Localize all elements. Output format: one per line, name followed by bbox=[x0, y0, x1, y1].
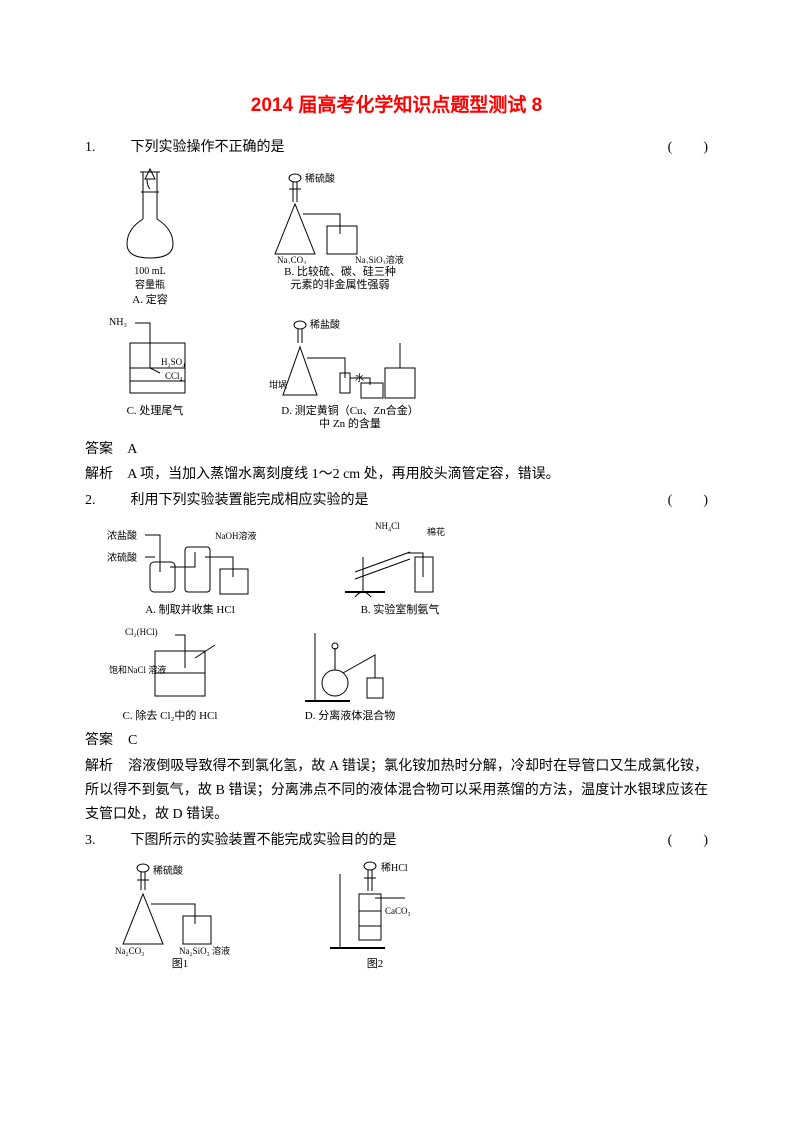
q2d-cap: D. 分离液体混合物 bbox=[295, 710, 405, 723]
q2-fig-d: D. 分离液体混合物 bbox=[295, 623, 405, 723]
q1b-rlabel: Na₂SiO₃溶液 bbox=[355, 254, 404, 264]
q1-figures: 100 mL 容量瓶 A. 定容 稀硫酸 Na₂CO₃ Na₂SiO₃溶液 bbox=[105, 164, 708, 432]
q3a-flask: Na₂CO₃ bbox=[115, 946, 144, 956]
q1b-cap: B. 比较硫、碳、硅三种 元素的非金属性强弱 bbox=[255, 266, 425, 292]
q2c-gas: Cl₂(HCl) bbox=[125, 627, 158, 637]
q1-stem: 下列实验操作不正确的是 bbox=[131, 140, 285, 155]
q1-ans: A bbox=[127, 442, 137, 457]
q1-fig-c: NH₃ H₂SO₄ CCl₄ C. 处理尾气 bbox=[105, 313, 205, 431]
tail-gas-icon: NH₃ H₂SO₄ CCl₄ bbox=[105, 313, 205, 403]
fig2-icon: 稀HCl CaCO₃ bbox=[315, 856, 435, 956]
q1c-cap: C. 处理尾气 bbox=[105, 405, 205, 418]
q1-row1: 100 mL 容量瓶 A. 定容 稀硫酸 Na₂CO₃ Na₂SiO₃溶液 bbox=[105, 164, 708, 307]
q1d-drop: 稀盐酸 bbox=[310, 318, 340, 331]
q3b-drop: 稀HCl bbox=[381, 861, 408, 874]
q2-text: 2. 利用下列实验装置能完成相应实验的是 bbox=[85, 489, 369, 513]
q3a-cap: 图1 bbox=[105, 958, 255, 971]
q2a-top: 浓盐酸 bbox=[107, 529, 137, 542]
q1a-label2: 容量瓶 bbox=[105, 280, 195, 292]
q1d-cruc: 坩埚 bbox=[269, 379, 287, 390]
q2-num: 2. bbox=[85, 493, 96, 508]
q2-row1: 浓盐酸 浓硫酸 NaOH溶液 A. 制取并收集 HCl NH₄Cl 棉花 bbox=[105, 517, 708, 617]
q3-text: 3. 下图所示的实验装置不能完成实验目的的是 bbox=[85, 829, 397, 853]
q2-ans-label: 答案 bbox=[85, 729, 121, 753]
q2c-cap: C. 除去 Cl₂中的 HCl bbox=[105, 710, 235, 723]
q3-stem: 下图所示的实验装置不能完成实验目的的是 bbox=[131, 833, 397, 848]
q2-exp: 溶液倒吸导致得不到氯化氢，故 A 错误；氯化铵加热时分解，冷却时在导管口又生成氯… bbox=[85, 759, 708, 822]
q1d-cap: D. 测定黄铜（Cu、Zn合金） 中 Zn 的含量 bbox=[265, 405, 435, 431]
q1-explain: 解析 A 项，当加入蒸馏水离刻度线 1～2 cm 处，再用胶头滴管定容，错误。 bbox=[85, 463, 708, 487]
q2-exp-label: 解析 bbox=[85, 755, 121, 779]
q2b-nh4cl: NH₄Cl bbox=[375, 521, 400, 531]
q1-fig-a: 100 mL 容量瓶 A. 定容 bbox=[105, 164, 195, 307]
q1c-ccl4: CCl₄ bbox=[165, 371, 183, 381]
q2b-cotton: 棉花 bbox=[427, 526, 445, 537]
q2-stem: 利用下列实验装置能完成相应实验的是 bbox=[131, 493, 369, 508]
q1d-wash: 水 bbox=[355, 372, 364, 383]
q3b-cap: 图2 bbox=[315, 958, 435, 971]
apparatus-b-icon: 稀硫酸 Na₂CO₃ Na₂SiO₃溶液 bbox=[255, 164, 425, 264]
cl2-icon: Cl₂(HCl) 饱和NaCl 溶液 bbox=[105, 623, 235, 708]
q2a-right: NaOH溶液 bbox=[215, 530, 257, 541]
q2-row2: Cl₂(HCl) 饱和NaCl 溶液 C. 除去 Cl₂中的 HCl bbox=[105, 623, 708, 723]
q1-num: 1. bbox=[85, 140, 96, 155]
q1-fig-d: 稀盐酸 坩埚 水 D. 测定黄铜（Cu、Zn合金） 中 Zn 的含量 bbox=[265, 313, 435, 431]
q1-exp-label: 解析 bbox=[85, 463, 121, 487]
q1-exp: A 项，当加入蒸馏水离刻度线 1～2 cm 处，再用胶头滴管定容，错误。 bbox=[127, 467, 559, 482]
q3-row1: 稀硫酸 Na₂CO₃ Na₂SiO₃ 溶液 图1 稀HCl bbox=[105, 856, 708, 971]
q2a-cap: A. 制取并收集 HCl bbox=[105, 604, 275, 617]
q2-answer: 答案 C bbox=[85, 729, 708, 753]
q2-fig-b: NH₄Cl 棉花 B. 实验室制氨气 bbox=[335, 517, 465, 617]
q1-ans-label: 答案 bbox=[85, 438, 121, 462]
nh3-icon: NH₄Cl 棉花 bbox=[335, 517, 465, 602]
q2c-sol: 饱和NaCl 溶液 bbox=[109, 664, 166, 675]
q2a-bot: 浓硫酸 bbox=[107, 551, 137, 564]
q1-stem-line: 1. 下列实验操作不正确的是 bbox=[85, 136, 708, 160]
q3-num: 3. bbox=[85, 833, 96, 848]
q3-fig-a: 稀硫酸 Na₂CO₃ Na₂SiO₃ 溶液 图1 bbox=[105, 856, 255, 971]
q1-blank bbox=[668, 136, 708, 160]
q3-figures: 稀硫酸 Na₂CO₃ Na₂SiO₃ 溶液 图1 稀HCl bbox=[105, 856, 708, 971]
distill-icon bbox=[295, 623, 405, 708]
q2-blank bbox=[668, 489, 708, 513]
q2-fig-a: 浓盐酸 浓硫酸 NaOH溶液 A. 制取并收集 HCl bbox=[105, 517, 275, 617]
q1-fig-b: 稀硫酸 Na₂CO₃ Na₂SiO₃溶液 B. 比较硫、碳、硅三种 元素的非金属… bbox=[255, 164, 425, 307]
brass-icon: 稀盐酸 坩埚 水 bbox=[265, 313, 435, 403]
q3-blank bbox=[668, 829, 708, 853]
page: 2014 届高考化学知识点题型测试 8 1. 下列实验操作不正确的是 bbox=[0, 0, 793, 1018]
q1-text: 1. 下列实验操作不正确的是 bbox=[85, 136, 285, 160]
q1b-drop: 稀硫酸 bbox=[305, 172, 335, 185]
q1c-h2so4: H₂SO₄ bbox=[161, 357, 185, 367]
q1-answer: 答案 A bbox=[85, 438, 708, 462]
q1b-flask: Na₂CO₃ bbox=[277, 255, 306, 264]
hcl-icon: 浓盐酸 浓硫酸 NaOH溶液 bbox=[105, 517, 275, 602]
q1c-nh3: NH₃ bbox=[109, 317, 127, 328]
q2-fig-c: Cl₂(HCl) 饱和NaCl 溶液 C. 除去 Cl₂中的 HCl bbox=[105, 623, 235, 723]
q2-explain: 解析 溶液倒吸导致得不到氯化氢，故 A 错误；氯化铵加热时分解，冷却时在导管口又… bbox=[85, 755, 708, 826]
q1a-label1: 100 mL bbox=[105, 266, 195, 278]
fig1-icon: 稀硫酸 Na₂CO₃ Na₂SiO₃ 溶液 bbox=[105, 856, 255, 956]
q3a-right: Na₂SiO₃ 溶液 bbox=[179, 945, 230, 956]
q1a-cap: A. 定容 bbox=[105, 294, 195, 307]
q2-ans: C bbox=[128, 733, 137, 748]
q2b-cap: B. 实验室制氨气 bbox=[335, 604, 465, 617]
q3b-solid: CaCO₃ bbox=[385, 906, 411, 916]
q3-stem-line: 3. 下图所示的实验装置不能完成实验目的的是 bbox=[85, 829, 708, 853]
volumetric-flask-icon bbox=[105, 164, 195, 264]
page-title: 2014 届高考化学知识点题型测试 8 bbox=[85, 90, 708, 122]
q2-figures: 浓盐酸 浓硫酸 NaOH溶液 A. 制取并收集 HCl NH₄Cl 棉花 bbox=[105, 517, 708, 723]
q3-fig-b: 稀HCl CaCO₃ 图2 bbox=[315, 856, 435, 971]
q1-row2: NH₃ H₂SO₄ CCl₄ C. 处理尾气 稀盐酸 坩埚 bbox=[105, 313, 708, 431]
q3a-drop: 稀硫酸 bbox=[153, 864, 183, 877]
q2-stem-line: 2. 利用下列实验装置能完成相应实验的是 bbox=[85, 489, 708, 513]
